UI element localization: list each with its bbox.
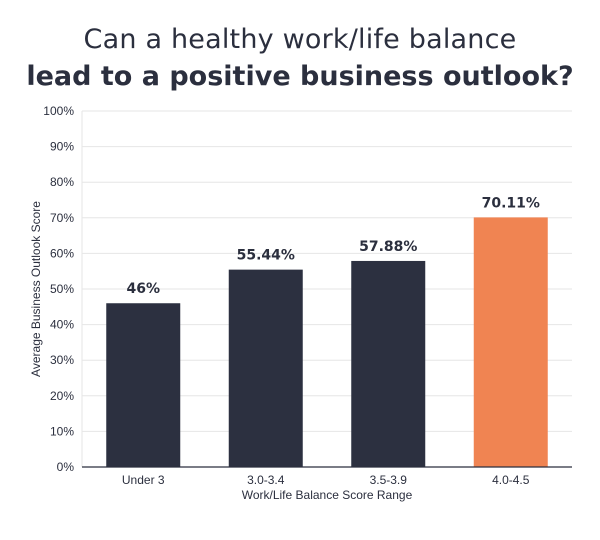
y-tick-label: 40%: [50, 318, 74, 332]
y-tick-label: 60%: [50, 246, 74, 260]
chart-title-line-2: lead to a positive business outlook?: [26, 61, 574, 92]
x-axis-ticks: Under 3 3.0-3.4 3.5-3.9 4.0-4.5: [122, 473, 530, 487]
chart-title-line-1: Can a healthy work/life balance: [83, 24, 517, 55]
y-tick-label: 10%: [50, 424, 74, 438]
data-labels: 46% 55.44% 57.88% 70.11%: [126, 195, 539, 297]
y-tick-label: 0%: [57, 460, 75, 474]
bar-3-5-3-9: [351, 260, 426, 467]
y-axis-ticks: 0% 10% 20% 30% 40% 50% 60% 70% 80% 90% 100%: [43, 104, 74, 474]
data-label: 70.11%: [482, 195, 540, 211]
bar-3-0-3-4: [228, 269, 303, 467]
bar-4-0-4-5: [473, 217, 548, 467]
bars: [106, 217, 548, 467]
y-tick-label: 20%: [50, 389, 74, 403]
y-tick-label: 70%: [50, 211, 74, 225]
y-axis-label: Average Business Outlook Score: [29, 201, 43, 377]
y-tick-label: 100%: [43, 104, 74, 118]
data-label: 46%: [126, 281, 160, 297]
y-tick-label: 50%: [50, 282, 74, 296]
x-tick-label: 3.5-3.9: [370, 473, 408, 487]
x-axis-label: Work/Life Balance Score Range: [242, 488, 413, 502]
bar-under-3: [106, 303, 181, 467]
chart-title: Can a healthy work/life balance lead to …: [0, 22, 600, 96]
y-tick-label: 90%: [50, 140, 74, 154]
data-label: 57.88%: [359, 239, 417, 255]
y-tick-label: 80%: [50, 175, 74, 189]
y-tick-label: 30%: [50, 353, 74, 367]
x-tick-label: Under 3: [122, 473, 165, 487]
x-tick-label: 3.0-3.4: [247, 473, 285, 487]
data-label: 55.44%: [237, 248, 295, 264]
x-tick-label: 4.0-4.5: [492, 473, 530, 487]
